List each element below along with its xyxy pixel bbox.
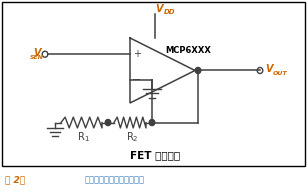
- Text: R: R: [126, 132, 134, 142]
- Text: V: V: [33, 48, 41, 58]
- Text: FET 输入运放: FET 输入运放: [130, 150, 180, 160]
- Text: DD: DD: [164, 9, 175, 15]
- Text: 图 2：: 图 2：: [5, 176, 25, 185]
- Text: V: V: [265, 64, 273, 74]
- Circle shape: [105, 120, 111, 125]
- Text: SEN: SEN: [30, 55, 44, 60]
- Text: OUT: OUT: [273, 71, 288, 76]
- Text: V: V: [156, 4, 163, 14]
- Text: −: −: [132, 75, 142, 85]
- Circle shape: [149, 120, 155, 125]
- Text: +: +: [133, 49, 141, 59]
- Text: 2: 2: [133, 136, 137, 142]
- Text: 针对输出电压的高阻抗传感: 针对输出电压的高阻抗传感: [85, 176, 145, 185]
- Circle shape: [195, 67, 201, 74]
- Text: MCP6XXX: MCP6XXX: [166, 46, 212, 55]
- Text: 1: 1: [84, 136, 89, 142]
- Text: R: R: [78, 132, 85, 142]
